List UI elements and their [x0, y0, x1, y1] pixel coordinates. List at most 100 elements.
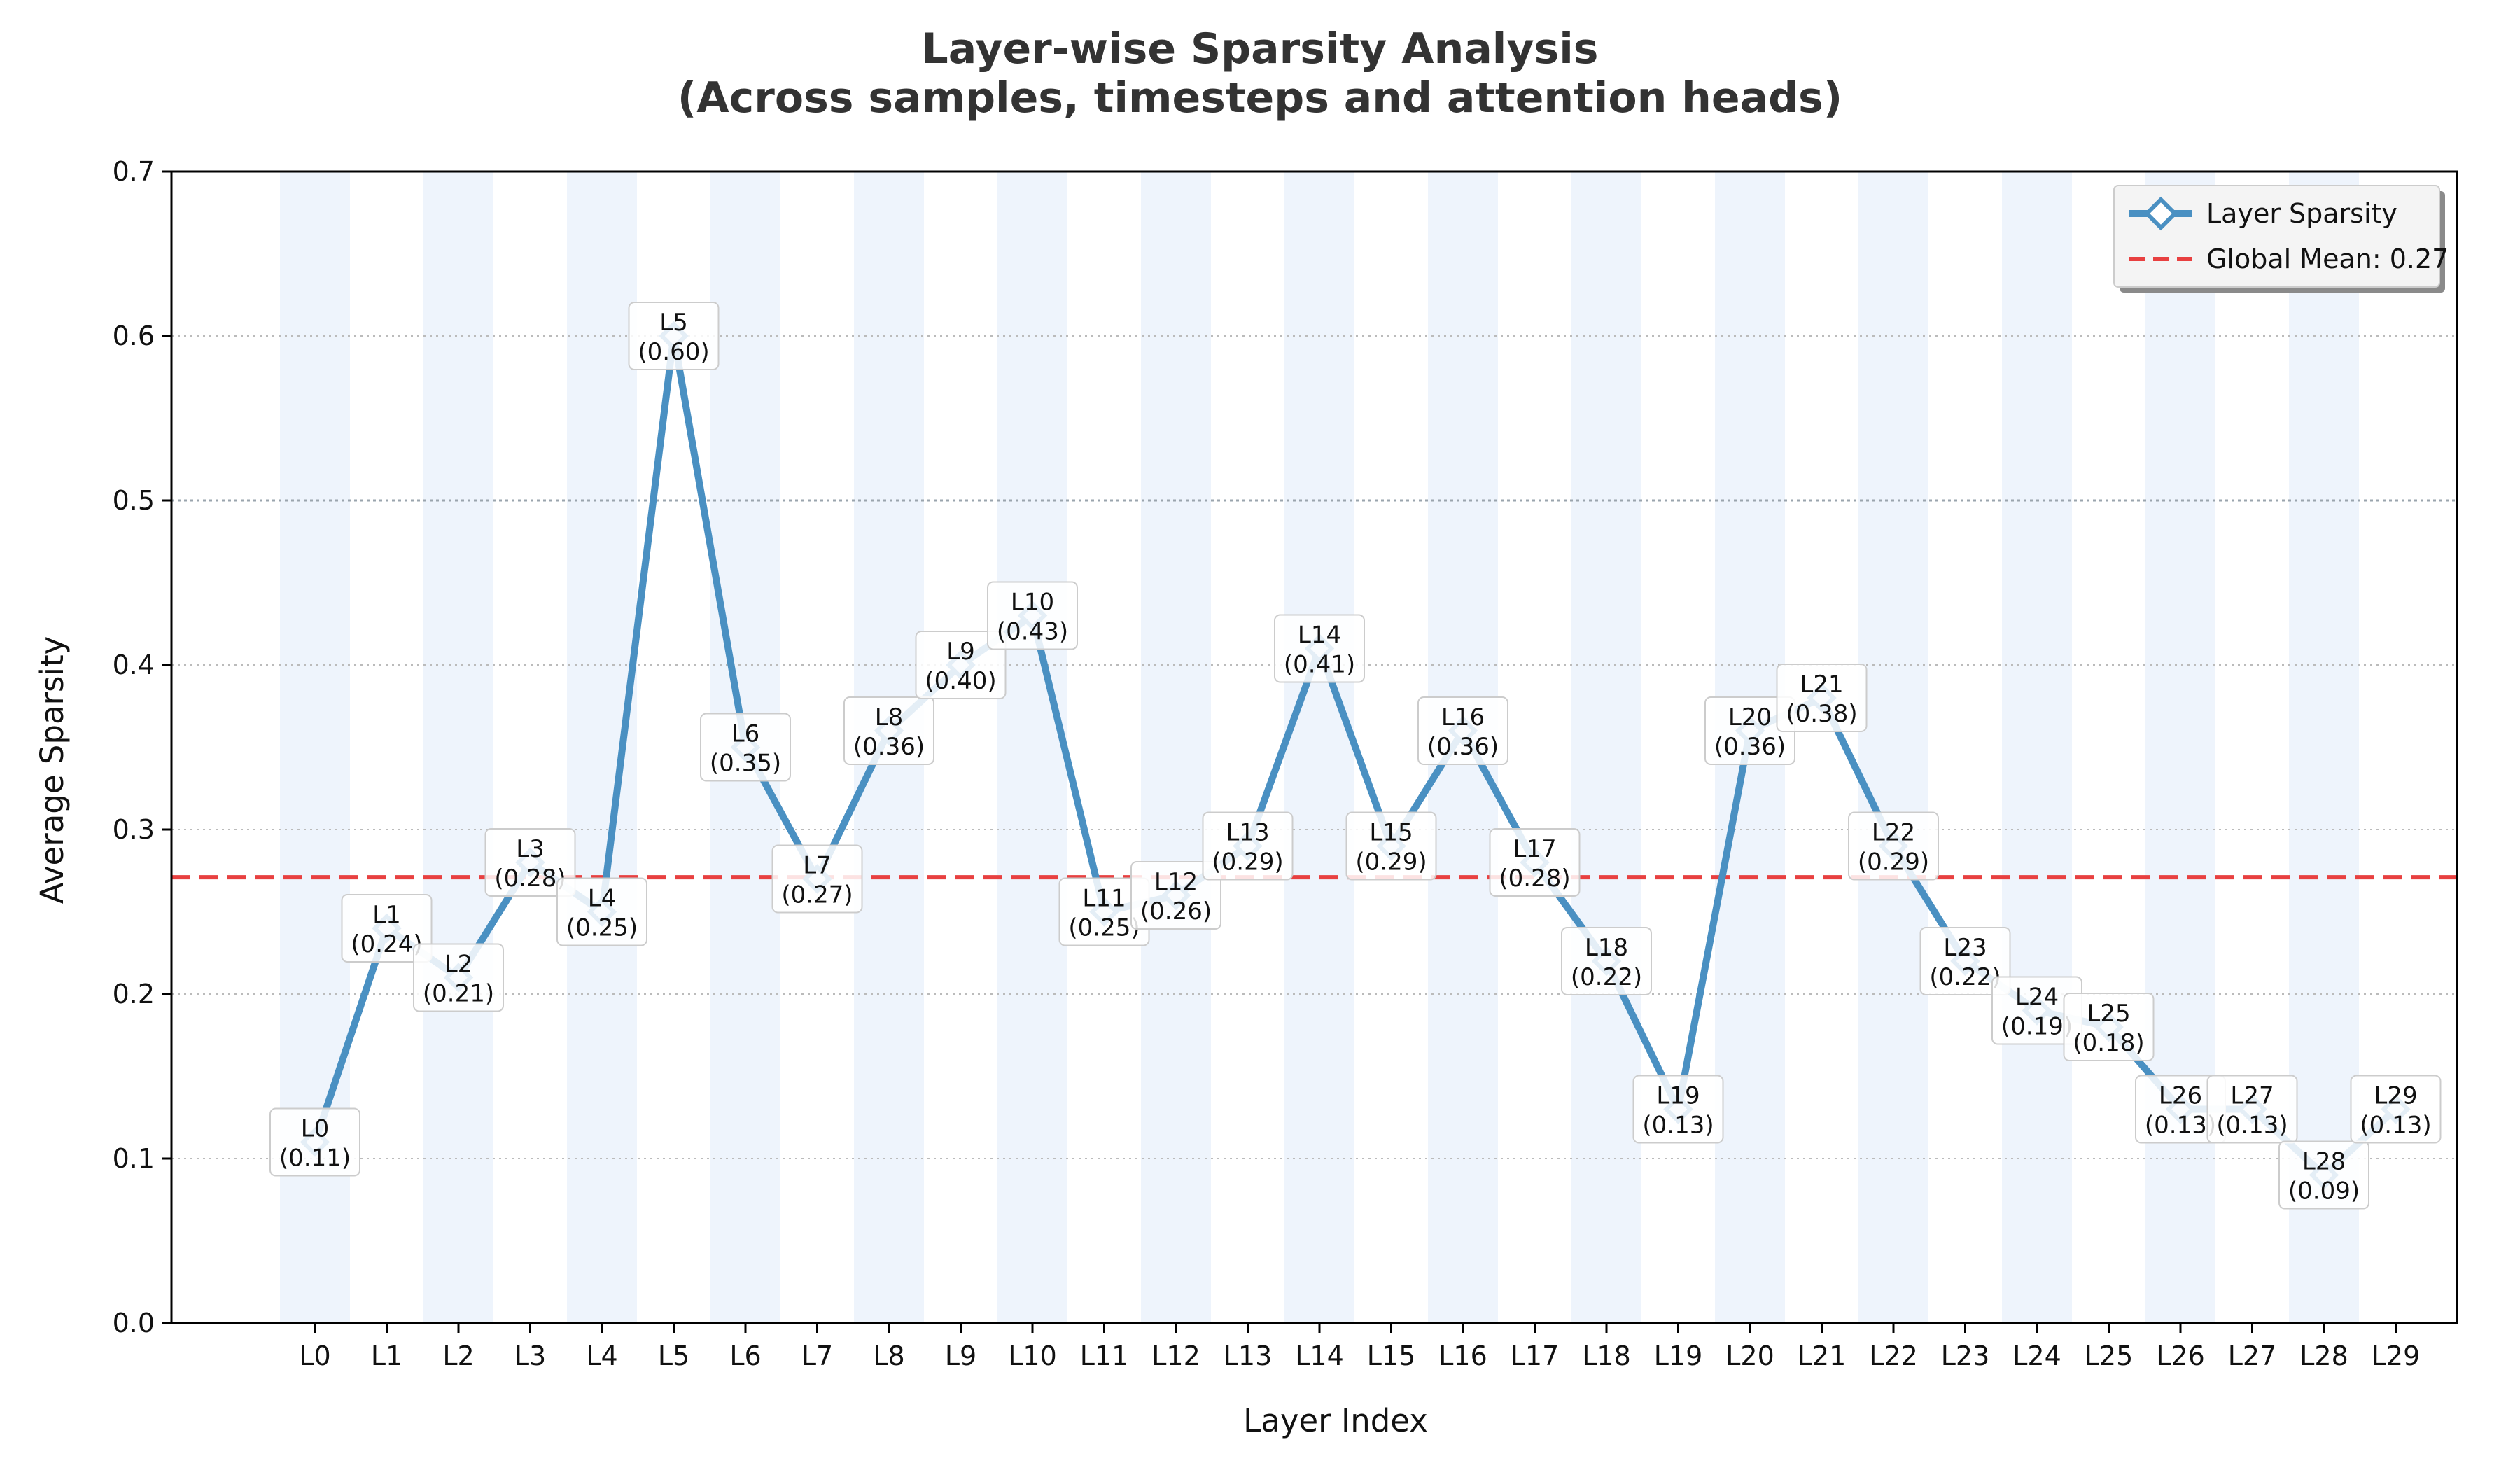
point-label-layer: L26 [2159, 1082, 2202, 1110]
point-label-L1: L1(0.24) [341, 894, 433, 962]
point-label-layer: L25 [2087, 1000, 2130, 1028]
point-label-layer: L28 [2302, 1148, 2346, 1176]
point-label-value: (0.60) [638, 338, 709, 366]
point-label-value: (0.43) [997, 618, 1068, 646]
band-L18 [1572, 172, 1642, 1323]
point-label-L22: L22(0.29) [1848, 811, 1939, 881]
x-tick-label-L26: L26 [2156, 1340, 2205, 1371]
chart-title: Layer-wise Sparsity Analysis [922, 24, 1599, 74]
point-label-box [270, 1107, 360, 1177]
point-label-value: (0.36) [853, 733, 925, 761]
band-L10 [997, 172, 1068, 1323]
point-label-box [987, 581, 1078, 650]
point-label-value: (0.13) [2360, 1112, 2431, 1140]
point-label-value: (0.13) [2216, 1112, 2288, 1140]
point-label-L24: L24(0.19) [1991, 976, 2082, 1045]
x-tick-label-L12: L12 [1152, 1340, 1200, 1371]
point-label-L14: L14(0.41) [1274, 614, 1365, 683]
x-tick-label-L13: L13 [1224, 1340, 1273, 1371]
point-label-box [1561, 927, 1652, 995]
x-tick-label-L21: L21 [1798, 1340, 1847, 1371]
x-tick-label-L5: L5 [658, 1340, 690, 1371]
point-label-L7: L7(0.27) [771, 844, 863, 913]
point-label-layer: L0 [301, 1115, 330, 1143]
point-label-L9: L9(0.40) [915, 631, 1007, 699]
y-tick-label-2: 0.2 [113, 979, 155, 1009]
point-label-value: (0.28) [1499, 864, 1570, 892]
x-tick-label-L3: L3 [514, 1340, 546, 1371]
point-label-box [1130, 861, 1222, 930]
band-L14 [1284, 172, 1354, 1323]
point-label-layer: L13 [1226, 819, 1269, 847]
point-label-box [2063, 993, 2155, 1061]
point-label-layer: L14 [1298, 622, 1341, 650]
x-tick-label-L8: L8 [873, 1340, 904, 1371]
y-tick-label-3: 0.3 [113, 814, 155, 845]
point-label-value: (0.29) [1355, 848, 1427, 876]
point-label-value: (0.40) [925, 667, 996, 695]
point-label-layer: L16 [1441, 704, 1485, 732]
point-label-value: (0.36) [1714, 733, 1786, 761]
point-label-layer: L18 [1585, 934, 1628, 962]
x-tick-label-L19: L19 [1654, 1340, 1703, 1371]
point-label-layer: L23 [1943, 934, 1987, 962]
point-label-layer: L5 [659, 309, 688, 337]
point-label-value: (0.11) [279, 1144, 351, 1172]
point-label-box [341, 894, 433, 962]
point-label-layer: L29 [2374, 1082, 2417, 1110]
point-label-box [1919, 927, 2011, 995]
x-tick-label-L28: L28 [2300, 1340, 2348, 1371]
point-label-layer: L3 [516, 835, 545, 863]
band-L12 [1141, 172, 1211, 1323]
point-label-L19: L19(0.13) [1632, 1074, 1724, 1144]
point-label-L3: L3(0.28) [484, 828, 576, 897]
point-label-layer: L2 [444, 951, 473, 979]
point-label-L29: L29(0.13) [2350, 1074, 2442, 1144]
x-tick-label-L22: L22 [1869, 1340, 1918, 1371]
point-label-box [915, 631, 1007, 699]
point-label-value: (0.28) [494, 864, 566, 892]
y-tick-label-0: 0.0 [113, 1308, 155, 1338]
y-tick-label-5: 0.5 [113, 485, 155, 516]
x-tick-label-L14: L14 [1295, 1340, 1344, 1371]
point-label-box [2206, 1074, 2298, 1144]
point-label-value: (0.38) [1786, 700, 1857, 728]
point-label-box [771, 844, 863, 913]
x-tick-label-L18: L18 [1582, 1340, 1631, 1371]
y-tick-label-1: 0.1 [113, 1143, 155, 1174]
x-tick-label-L24: L24 [2012, 1340, 2062, 1371]
plot-frame [170, 170, 2458, 1324]
point-label-L23: L23(0.22) [1919, 927, 2011, 995]
y-axis-label: Average Sparsity [34, 636, 71, 904]
x-tick-label-L16: L16 [1438, 1340, 1488, 1371]
y-tick-label-7: 0.7 [113, 156, 155, 187]
point-label-box [1418, 696, 1508, 765]
point-label-L26: L26(0.13) [2135, 1074, 2226, 1144]
point-label-L4: L4(0.25) [556, 877, 648, 946]
point-label-L15: L15(0.29) [1345, 811, 1437, 881]
alternating-bands [280, 172, 2359, 1323]
point-label-box [1274, 614, 1365, 683]
point-label-box [1776, 664, 1868, 732]
x-tick-label-L15: L15 [1367, 1340, 1416, 1371]
band-L26 [2146, 172, 2216, 1323]
point-label-box [628, 302, 720, 370]
point-label-box [1489, 828, 1581, 897]
point-label-L5: L5(0.60) [628, 302, 720, 370]
x-axis-label: Layer Index [1243, 1402, 1428, 1439]
point-label-L6: L6(0.35) [700, 713, 791, 782]
point-label-value: (0.26) [1140, 897, 1212, 925]
x-tick-label-L29: L29 [2372, 1340, 2421, 1371]
band-L2 [424, 172, 493, 1323]
point-label-L0: L0(0.11) [270, 1107, 360, 1177]
legend-series-label: Layer Sparsity [2206, 198, 2398, 229]
point-label-box [556, 877, 648, 946]
x-tick-label-L0: L0 [299, 1340, 330, 1371]
point-label-layer: L11 [1082, 885, 1126, 913]
band-L4 [567, 172, 637, 1323]
point-label-value: (0.25) [566, 914, 638, 942]
point-label-layer: L24 [2015, 983, 2059, 1011]
point-label-L18: L18(0.22) [1561, 927, 1652, 995]
x-tick-label-L11: L11 [1080, 1340, 1129, 1371]
x-tick-label-L17: L17 [1511, 1340, 1560, 1371]
